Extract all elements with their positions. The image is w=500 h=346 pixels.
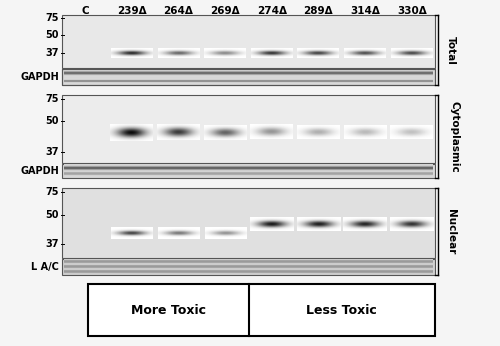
Text: More Toxic: More Toxic: [130, 303, 206, 317]
Bar: [62, 95, 435, 163]
Text: 37: 37: [46, 239, 59, 249]
Bar: [62, 69, 435, 85]
Text: Cytoplasmic: Cytoplasmic: [449, 101, 459, 172]
Text: 37: 37: [46, 48, 59, 58]
Bar: [62, 188, 435, 258]
Text: 75: 75: [46, 94, 59, 104]
Text: 50: 50: [46, 116, 59, 126]
Text: 75: 75: [46, 187, 59, 197]
Bar: [88, 284, 435, 336]
Text: GAPDH: GAPDH: [20, 166, 59, 176]
Text: 289Δ: 289Δ: [304, 6, 333, 16]
Bar: [62, 164, 435, 178]
Text: 37: 37: [46, 147, 59, 157]
Text: 239Δ: 239Δ: [117, 6, 147, 16]
Text: L A/C: L A/C: [31, 262, 59, 272]
Text: Total: Total: [446, 36, 456, 64]
Text: 330Δ: 330Δ: [397, 6, 426, 16]
Bar: [62, 259, 435, 275]
Text: 50: 50: [46, 30, 59, 40]
Bar: [62, 69, 435, 85]
Text: C: C: [82, 6, 89, 16]
Text: Nuclear: Nuclear: [446, 209, 456, 254]
Text: 269Δ: 269Δ: [210, 6, 240, 16]
Text: 274Δ: 274Δ: [257, 6, 287, 16]
Text: Less Toxic: Less Toxic: [306, 303, 377, 317]
Text: GAPDH: GAPDH: [20, 72, 59, 82]
Text: 264Δ: 264Δ: [164, 6, 194, 16]
Text: 75: 75: [46, 13, 59, 23]
Text: 50: 50: [46, 210, 59, 220]
Bar: [62, 15, 435, 68]
Text: 314Δ: 314Δ: [350, 6, 380, 16]
